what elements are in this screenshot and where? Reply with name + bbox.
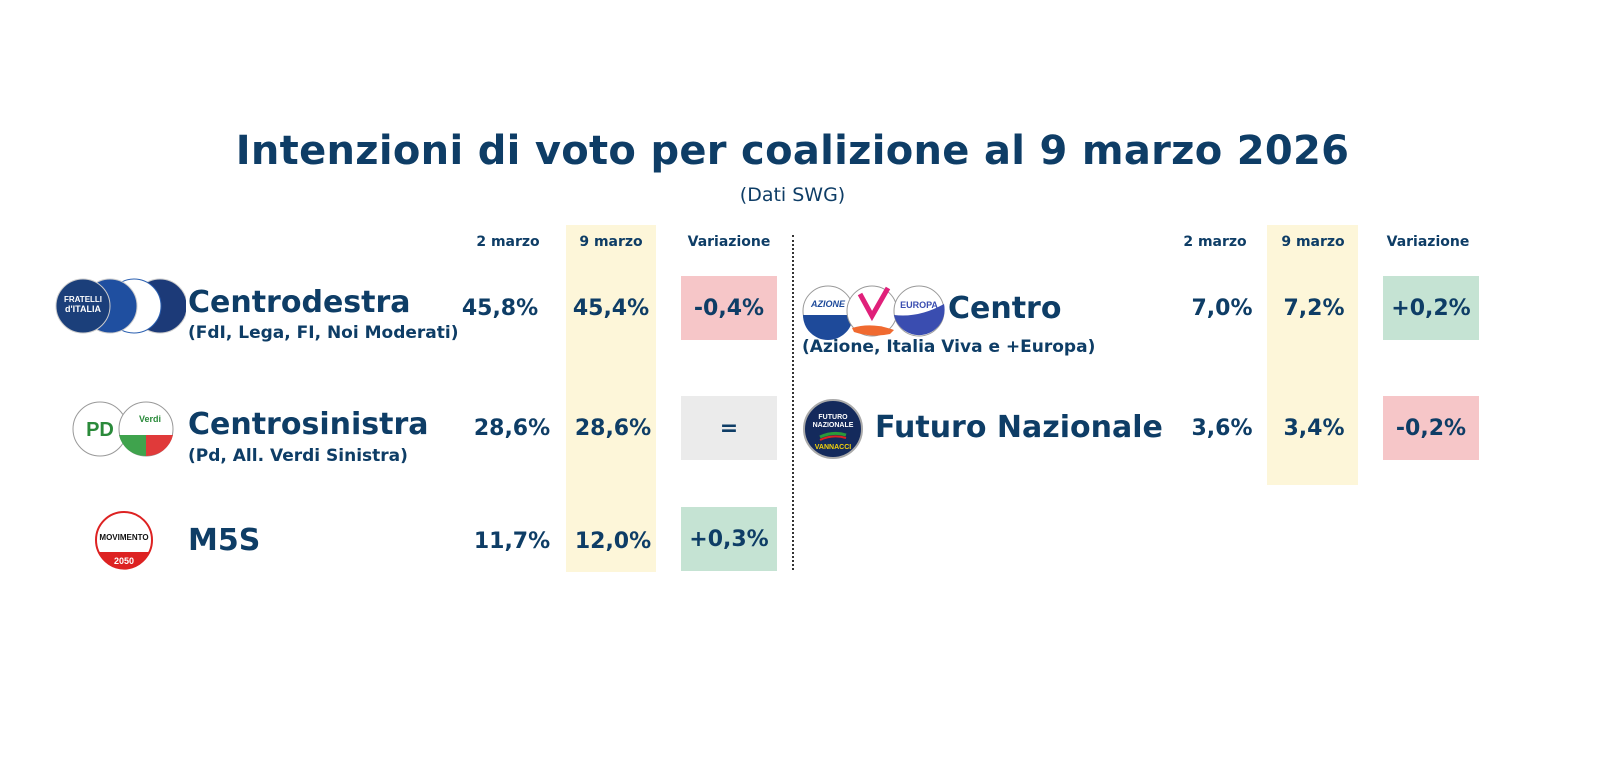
- value-curr: 3,4%: [1283, 416, 1345, 441]
- highlight-column-left: [566, 225, 656, 572]
- svg-text:Verdi: Verdi: [139, 414, 161, 424]
- header-curr-right: 9 marzo: [1281, 234, 1345, 250]
- value-prev: 28,6%: [473, 416, 551, 441]
- svg-text:AZIONE: AZIONE: [810, 299, 846, 309]
- subtitle: (Dati SWG): [739, 184, 846, 206]
- highlight-column-right: [1267, 225, 1358, 485]
- row-name: Centrodestra: [188, 285, 411, 320]
- column-divider: [792, 235, 794, 570]
- svg-text:FRATELLI: FRATELLI: [64, 295, 102, 304]
- header-change-right: Variazione: [1386, 234, 1470, 250]
- header-prev-right: 2 marzo: [1183, 234, 1247, 250]
- svg-text:EUROPA: EUROPA: [900, 300, 938, 310]
- svg-text:NAZIONALE: NAZIONALE: [813, 422, 854, 429]
- row-detail: (Azione, Italia Viva e +Europa): [802, 337, 1096, 357]
- change-badge: +0,2%: [1383, 276, 1479, 340]
- value-prev: 11,7%: [473, 529, 551, 554]
- value-prev: 7,0%: [1191, 296, 1253, 321]
- change-badge: -0,2%: [1383, 396, 1479, 460]
- value-curr: 7,2%: [1283, 296, 1345, 321]
- row-name: Centrosinistra: [188, 407, 429, 442]
- svg-text:FUTURO: FUTURO: [818, 414, 848, 421]
- m5s-logo: MOVIMENTO 2050: [95, 511, 153, 570]
- header-prev: 2 marzo: [476, 234, 540, 250]
- header-curr: 9 marzo: [579, 234, 643, 250]
- svg-text:2050: 2050: [114, 556, 134, 566]
- centrosinistra-logos: PD Verdi: [72, 401, 174, 457]
- row-detail: (Pd, All. Verdi Sinistra): [188, 446, 408, 466]
- header-change: Variazione: [687, 234, 771, 250]
- value-prev: 3,6%: [1191, 416, 1253, 441]
- row-name: Futuro Nazionale: [875, 410, 1163, 445]
- change-badge: =: [681, 396, 777, 460]
- page-title: Intenzioni di voto per coalizione al 9 m…: [235, 128, 1350, 174]
- value-curr: 28,6%: [574, 416, 652, 441]
- centrodestra-logos: FRATELLI d'ITALIA: [55, 278, 186, 334]
- row-name: Centro: [948, 291, 1062, 326]
- svg-text:d'ITALIA: d'ITALIA: [65, 304, 101, 314]
- svg-text:MOVIMENTO: MOVIMENTO: [99, 533, 148, 542]
- change-badge: +0,3%: [681, 507, 777, 571]
- futuro-nazionale-logo: FUTURO NAZIONALE VANNACCI: [803, 399, 863, 459]
- row-detail: (FdI, Lega, FI, Noi Moderati): [188, 323, 459, 343]
- row-name: M5S: [188, 523, 261, 558]
- value-curr: 45,4%: [572, 296, 650, 321]
- value-prev: 45,8%: [461, 296, 539, 321]
- change-badge: -0,4%: [681, 276, 777, 340]
- svg-text:PD: PD: [86, 419, 114, 441]
- svg-text:VANNACCI: VANNACCI: [815, 444, 851, 451]
- value-curr: 12,0%: [574, 529, 652, 554]
- centro-logos: AZIONE EUROPA: [802, 285, 945, 340]
